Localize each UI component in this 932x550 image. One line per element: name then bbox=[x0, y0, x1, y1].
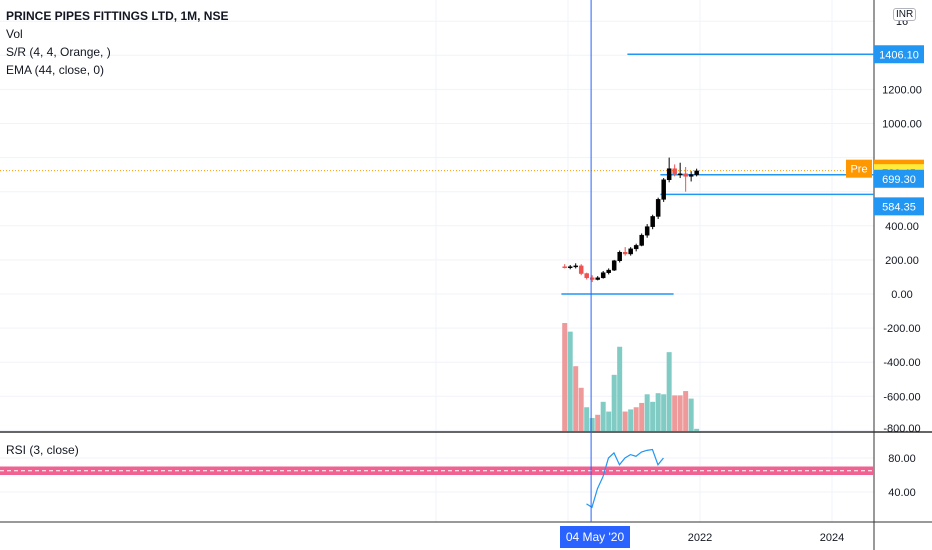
candle-body bbox=[644, 226, 650, 236]
legend-volume[interactable]: Vol bbox=[6, 27, 23, 41]
candlesticks bbox=[562, 157, 699, 283]
volume-bar bbox=[606, 411, 612, 431]
legend-sr[interactable]: S/R (4, 4, Orange, ) bbox=[6, 45, 111, 59]
candle-body bbox=[655, 199, 661, 217]
candle-body bbox=[611, 260, 617, 271]
volume-bar bbox=[666, 352, 672, 431]
price-tick-label: 0.00 bbox=[891, 289, 912, 301]
volume-bar bbox=[628, 409, 634, 431]
candle-body bbox=[661, 179, 666, 200]
candle-body bbox=[683, 173, 688, 177]
candle-body bbox=[595, 277, 600, 280]
price-axis[interactable]: 1200.00 1000.00 400.00 200.00 0.00 -200.00 -40… bbox=[882, 16, 922, 499]
volume-bar bbox=[617, 346, 623, 431]
volume-bar bbox=[589, 418, 595, 431]
price-tick-label: -800.00 bbox=[883, 423, 920, 435]
candle-body bbox=[672, 168, 677, 175]
candle-body bbox=[633, 245, 639, 250]
volume-bar bbox=[677, 395, 683, 431]
rsi-line bbox=[586, 448, 664, 509]
volume-bar bbox=[639, 402, 645, 431]
rsi-series bbox=[586, 448, 664, 509]
price-label-bg bbox=[874, 45, 924, 64]
volume-bar bbox=[633, 407, 639, 431]
price-tick-label: 400.00 bbox=[885, 221, 919, 233]
volume-bar bbox=[688, 398, 694, 431]
candle-body bbox=[584, 273, 589, 279]
price-label-text: 584.35 bbox=[882, 201, 916, 213]
volume-bar bbox=[562, 323, 568, 431]
candle-body bbox=[606, 269, 611, 273]
volume-bar bbox=[573, 366, 579, 431]
price-tick-label: -600.00 bbox=[883, 391, 920, 403]
volume-bar bbox=[622, 411, 628, 431]
volume-bar bbox=[694, 428, 700, 431]
volume-bars bbox=[562, 323, 700, 431]
currency-button[interactable]: INR bbox=[893, 8, 917, 21]
rsi-tick-label: 80.00 bbox=[888, 453, 916, 465]
volume-bar bbox=[567, 331, 573, 431]
volume-bar bbox=[683, 391, 689, 431]
volume-bar bbox=[672, 395, 678, 431]
candle-body bbox=[578, 265, 584, 274]
price-label-text: 699.30 bbox=[882, 174, 916, 186]
volume-bar bbox=[578, 387, 584, 431]
price-tick-label: 200.00 bbox=[885, 255, 919, 267]
volume-bar bbox=[600, 401, 606, 431]
volume-bar bbox=[595, 414, 601, 431]
time-tick-label: 2022 bbox=[688, 532, 712, 544]
volume-bar bbox=[661, 394, 667, 431]
time-axis[interactable]: 2022 2024 bbox=[688, 532, 844, 544]
rsi-tick-label: 40.00 bbox=[888, 487, 916, 499]
price-label-bg bbox=[874, 197, 924, 216]
candle-body bbox=[639, 234, 644, 246]
price-label-bg bbox=[874, 169, 924, 188]
candle-body bbox=[622, 251, 628, 255]
candle-body bbox=[694, 170, 699, 175]
chart-title[interactable]: PRINCE PIPES FITTINGS LTD, 1M, NSE bbox=[6, 9, 229, 23]
price-label-text: 1406.10 bbox=[879, 49, 919, 61]
time-tick-label: 2024 bbox=[820, 532, 844, 544]
candle-body bbox=[617, 251, 622, 262]
price-tick-label: 1000.00 bbox=[882, 119, 922, 131]
crosshair-date-label: 04 May '20 bbox=[560, 526, 630, 548]
legend-rsi[interactable]: RSI (3, close) bbox=[6, 443, 79, 457]
candle-body bbox=[573, 265, 578, 268]
candle-body bbox=[666, 168, 672, 181]
rsi-overbought-band bbox=[0, 466, 874, 475]
pre-tag-text: Pre bbox=[850, 164, 867, 176]
volume-bar bbox=[584, 407, 590, 431]
candle-body bbox=[567, 266, 573, 268]
volume-bar bbox=[611, 374, 617, 431]
pre-tag-bg bbox=[846, 159, 872, 178]
volume-bar bbox=[644, 394, 650, 431]
candle-body bbox=[589, 277, 595, 280]
candle-body bbox=[562, 266, 567, 268]
support-resistance-lines bbox=[0, 53, 874, 295]
candle-body bbox=[650, 216, 655, 227]
candle-body bbox=[677, 173, 683, 176]
candle-body bbox=[628, 248, 633, 255]
volume-bar bbox=[650, 401, 656, 431]
volume-bar bbox=[655, 393, 661, 431]
candle-body bbox=[688, 174, 694, 177]
price-tick-label: -400.00 bbox=[883, 357, 920, 369]
candle-body bbox=[600, 272, 606, 279]
price-tick-label: 1200.00 bbox=[882, 84, 922, 96]
legend-ema[interactable]: EMA (44, close, 0) bbox=[6, 63, 105, 77]
price-tick-label: -200.00 bbox=[883, 323, 920, 335]
